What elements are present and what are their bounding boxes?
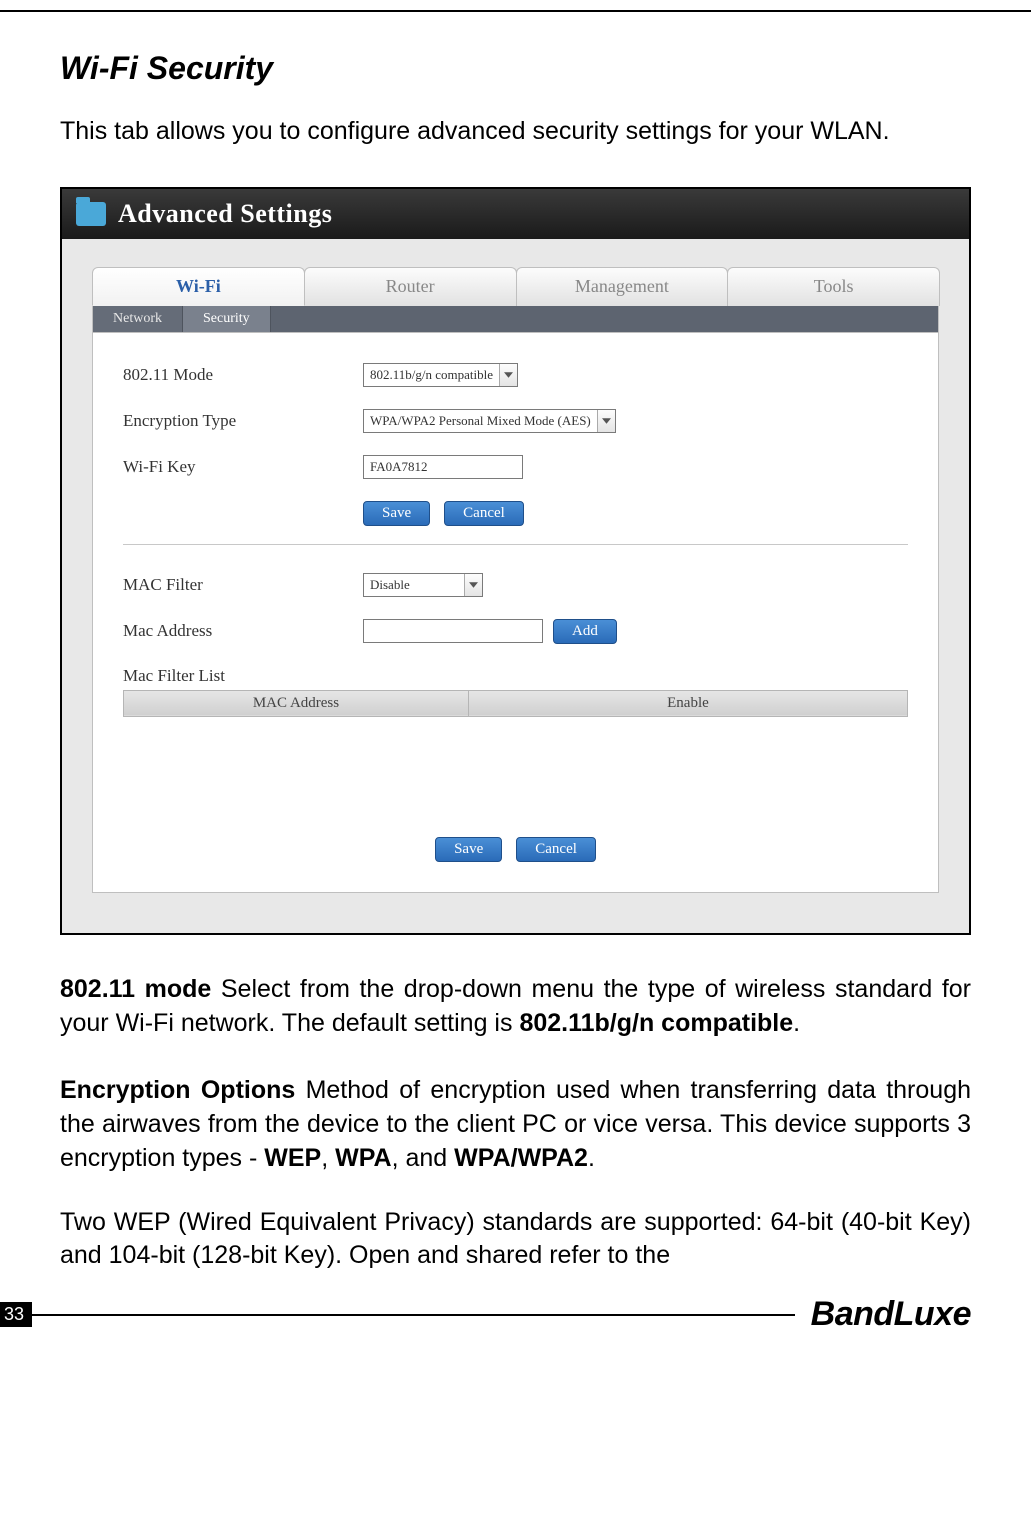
cancel-button[interactable]: Cancel bbox=[444, 501, 524, 526]
tab-tools[interactable]: Tools bbox=[727, 267, 940, 306]
intro-text: This tab allows you to configure advance… bbox=[60, 115, 971, 149]
chevron-down-icon bbox=[597, 410, 615, 432]
advanced-settings-screenshot: Advanced Settings Wi-Fi Router Managemen… bbox=[60, 187, 971, 935]
mac-filter-table: MAC Address Enable bbox=[123, 690, 908, 717]
window-titlebar: Advanced Settings bbox=[62, 189, 969, 239]
label-encryption-type: Encryption Type bbox=[123, 411, 363, 431]
label-wifi-key: Wi-Fi Key bbox=[123, 457, 363, 477]
section-title: Wi-Fi Security bbox=[60, 50, 971, 87]
page-footer: 33 BandLuxe bbox=[60, 1295, 971, 1334]
text: . bbox=[588, 1144, 595, 1172]
subtab-network[interactable]: Network bbox=[93, 306, 183, 332]
input-wifi-key[interactable] bbox=[363, 455, 523, 479]
bold-wpa: WPA bbox=[335, 1144, 391, 1172]
bold-wpa-wpa2: WPA/WPA2 bbox=[454, 1144, 588, 1172]
tab-wifi[interactable]: Wi-Fi bbox=[92, 267, 305, 306]
label-80211-mode: 802.11 Mode bbox=[123, 365, 363, 385]
paragraph-wep: Two WEP (Wired Equivalent Privacy) stand… bbox=[60, 1206, 971, 1274]
select-mac-filter[interactable]: Disable bbox=[363, 573, 483, 597]
brand-logo: BandLuxe bbox=[795, 1295, 971, 1334]
chevron-down-icon bbox=[499, 364, 517, 386]
table-header-mac: MAC Address bbox=[124, 690, 469, 716]
window-title: Advanced Settings bbox=[118, 199, 332, 229]
sub-tabs: Network Security bbox=[92, 306, 939, 333]
select-80211-mode[interactable]: 802.11b/g/n compatible bbox=[363, 363, 518, 387]
table-header-enable: Enable bbox=[468, 690, 907, 716]
add-button[interactable]: Add bbox=[553, 619, 617, 644]
label-mac-filter: MAC Filter bbox=[123, 575, 363, 595]
paragraph-80211-mode: 802.11 mode Select from the drop-down me… bbox=[60, 973, 971, 1041]
save-button[interactable]: Save bbox=[363, 501, 430, 526]
main-tabs: Wi-Fi Router Management Tools bbox=[92, 267, 939, 306]
folder-icon bbox=[76, 202, 106, 226]
select-encryption-type[interactable]: WPA/WPA2 Personal Mixed Mode (AES) bbox=[363, 409, 616, 433]
text: . bbox=[793, 1009, 800, 1037]
cancel-button-2[interactable]: Cancel bbox=[516, 837, 596, 862]
tab-router[interactable]: Router bbox=[304, 267, 517, 306]
tab-management[interactable]: Management bbox=[516, 267, 729, 306]
text: , and bbox=[392, 1144, 455, 1172]
paragraph-encryption-options: Encryption Options Method of encryption … bbox=[60, 1074, 971, 1175]
chevron-down-icon bbox=[464, 574, 482, 596]
text: , bbox=[321, 1144, 335, 1172]
bold-80211-mode: 802.11 mode bbox=[60, 975, 211, 1003]
select-encryption-value: WPA/WPA2 Personal Mixed Mode (AES) bbox=[364, 413, 597, 429]
form-area: 802.11 Mode 802.11b/g/n compatible Encry… bbox=[92, 333, 939, 893]
bold-80211bgn: 802.11b/g/n compatible bbox=[519, 1009, 793, 1037]
input-mac-address[interactable] bbox=[363, 619, 543, 643]
bold-encryption-options: Encryption Options bbox=[60, 1076, 295, 1104]
label-mac-address: Mac Address bbox=[123, 621, 363, 641]
select-80211-mode-value: 802.11b/g/n compatible bbox=[364, 367, 499, 383]
bold-wep: WEP bbox=[264, 1144, 321, 1172]
divider bbox=[123, 544, 908, 545]
subtab-security[interactable]: Security bbox=[183, 306, 271, 332]
page-number: 33 bbox=[0, 1302, 32, 1327]
label-mac-filter-list: Mac Filter List bbox=[123, 666, 363, 686]
footer-rule bbox=[32, 1314, 795, 1316]
select-mac-filter-value: Disable bbox=[364, 577, 416, 593]
save-button-2[interactable]: Save bbox=[435, 837, 502, 862]
